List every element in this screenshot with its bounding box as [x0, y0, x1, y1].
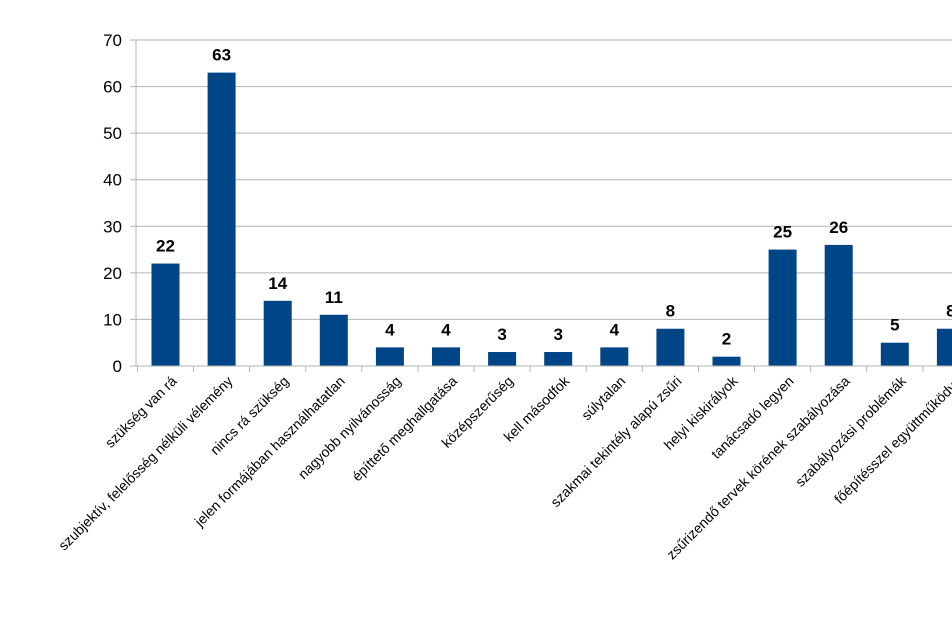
bar [880, 342, 909, 366]
data-label: 4 [441, 320, 451, 339]
bar [544, 352, 573, 366]
data-label: 14 [268, 274, 287, 293]
data-label: 2 [722, 330, 731, 349]
y-tick-label: 30 [103, 217, 122, 236]
y-tick-label: 0 [113, 357, 122, 376]
y-axis-tick-labels: 0 10 20 30 40 50 60 70 [103, 31, 122, 376]
data-labels: 22 63 14 11 4 4 3 3 4 8 2 25 26 5 8 [156, 46, 952, 349]
bar [263, 300, 292, 366]
data-label: 3 [497, 325, 506, 344]
bar [207, 72, 236, 366]
data-label: 11 [325, 288, 343, 307]
data-label: 8 [666, 302, 675, 321]
bar [488, 352, 517, 366]
bars [151, 72, 952, 366]
x-category-label: nagyobb nyilvánosság [295, 373, 404, 482]
x-category-label: építtető meghallgatása [349, 373, 461, 485]
data-label: 26 [829, 218, 848, 237]
y-tick-label: 20 [103, 264, 122, 283]
data-label: 22 [156, 237, 175, 256]
bar [319, 314, 348, 366]
bar [712, 356, 741, 366]
y-tick-label: 60 [103, 78, 122, 97]
data-label: 63 [212, 46, 231, 65]
y-tick-label: 40 [103, 171, 122, 190]
x-category-label: súlytalan [578, 373, 628, 423]
bar [936, 328, 952, 366]
data-label: 25 [773, 223, 792, 242]
data-label: 4 [610, 320, 620, 339]
data-label: 3 [553, 325, 562, 344]
bar [432, 347, 460, 366]
y-tick-label: 10 [103, 310, 122, 329]
bar [151, 263, 180, 366]
data-label: 8 [946, 302, 952, 321]
bar [824, 244, 853, 366]
x-category-label: szabályozási problémák [792, 372, 910, 490]
axes [135, 40, 952, 367]
bar [600, 347, 629, 366]
data-label: 5 [890, 316, 899, 335]
y-tick-label: 70 [103, 31, 122, 50]
y-tick-label: 50 [103, 124, 122, 143]
bar [375, 347, 404, 366]
data-label: 4 [385, 320, 395, 339]
bar [656, 328, 685, 366]
bar [768, 249, 797, 366]
